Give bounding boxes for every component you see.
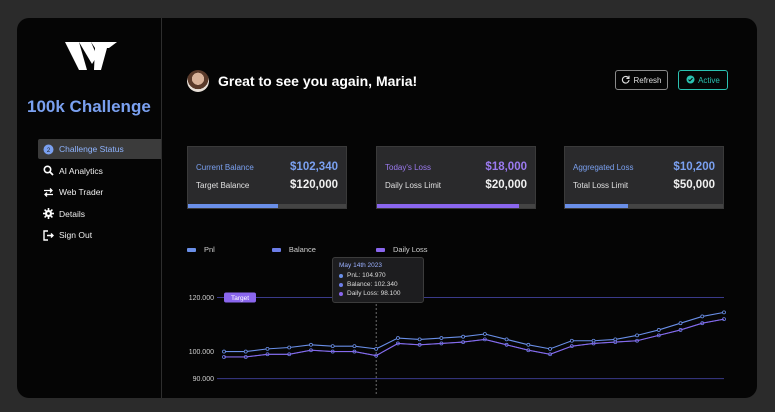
card-label: Total Loss Limit	[573, 180, 629, 190]
target-badge	[224, 292, 256, 303]
legend-label: Balance	[288, 245, 316, 254]
gear-icon	[42, 208, 54, 220]
tooltip-title: May 14th 2023	[339, 262, 383, 269]
data-point	[482, 332, 487, 336]
y-tick-label: 120.000	[189, 295, 214, 302]
status-icon: 2	[42, 143, 54, 155]
tooltip-daily-loss: Daily Loss: 98.100	[347, 290, 401, 297]
data-point	[526, 342, 531, 347]
brand-logo	[65, 42, 117, 75]
sidebar-nav: 2 Challenge Status AI Analytics Web Trad…	[38, 139, 161, 247]
data-point	[287, 345, 292, 350]
card-value: $18,000	[485, 161, 527, 173]
challenge-title: 100k Challenge	[27, 97, 151, 116]
sidebar-item-ai-analytics[interactable]: AI Analytics	[38, 161, 161, 181]
legend-item-daily-loss[interactable]: Daily Loss	[375, 245, 428, 254]
series-line-daily-loss	[224, 318, 725, 358]
data-point	[265, 346, 270, 351]
progress-fill	[188, 204, 279, 208]
data-point	[635, 333, 639, 338]
refresh-label: Refresh	[633, 75, 662, 85]
tooltip-dot	[339, 291, 343, 296]
card-value: $50,000	[673, 179, 715, 191]
sign-out-icon	[42, 229, 54, 241]
sidebar-item-challenge-status[interactable]: 2 Challenge Status	[38, 139, 161, 159]
chart-tooltip: May 14th 2023 PnL: 104.970 Balance: 102.…	[332, 257, 424, 303]
legend-label: Daily Loss	[392, 245, 428, 254]
data-point	[222, 349, 226, 354]
current-balance-card: Current Balance $102,340 Target Balance $1…	[187, 146, 347, 209]
data-point	[417, 337, 422, 342]
sidebar: 100k Challenge 2 Challenge Status AI Ana…	[17, 18, 162, 398]
legend-item-balance[interactable]: Balance	[271, 245, 316, 254]
tooltip-dot	[339, 273, 343, 278]
avatar	[187, 70, 209, 92]
todays-loss-card: Today's Loss $18,000 Daily Loss Limit $20,…	[376, 146, 536, 209]
legend-label: Pnl	[204, 245, 215, 254]
progress-fill	[377, 204, 520, 208]
data-point	[569, 338, 574, 343]
card-label: Target Balance	[196, 180, 250, 190]
y-tick-label: 100.000	[189, 349, 214, 356]
app-window: 100k Challenge 2 Challenge Status AI Ana…	[17, 18, 757, 398]
swap-icon	[42, 186, 54, 198]
data-point	[722, 310, 726, 315]
legend-swatch	[187, 247, 196, 252]
refresh-button[interactable]: Refresh	[615, 70, 668, 90]
progress-bar	[565, 204, 723, 208]
tooltip-pnl: PnL: 104.970	[347, 272, 386, 279]
data-point	[461, 334, 466, 339]
sidebar-item-label: Sign Out	[59, 230, 93, 241]
target-label: Target	[231, 295, 249, 302]
legend-swatch	[375, 247, 385, 252]
sidebar-item-sign-out[interactable]: Sign Out	[38, 225, 161, 245]
progress-bar	[377, 204, 535, 208]
progress-bar	[188, 204, 346, 208]
card-value: $102,340	[290, 161, 338, 173]
check-circle-icon	[686, 75, 695, 86]
sidebar-item-label: AI Analytics	[59, 165, 103, 176]
data-point	[330, 344, 335, 349]
data-point	[243, 349, 248, 354]
data-point	[439, 336, 444, 340]
card-value: $20,000	[485, 179, 527, 191]
data-point	[309, 342, 313, 347]
active-label: Active	[698, 75, 720, 85]
aggregated-loss-card: Aggregated Loss $10,200 Total Loss Limit $…	[564, 146, 724, 209]
legend-swatch	[271, 247, 281, 252]
card-value: $120,000	[290, 179, 338, 191]
card-value: $10,200	[673, 161, 715, 173]
data-point	[656, 328, 661, 332]
refresh-icon	[621, 75, 631, 86]
progress-fill	[565, 204, 629, 208]
data-point	[396, 336, 400, 340]
legend-item-pnl[interactable]: Pnl	[187, 245, 215, 254]
sidebar-item-label: Challenge Status	[59, 144, 124, 154]
card-label: Aggregated Loss	[573, 162, 634, 172]
sidebar-item-web-trader[interactable]: Web Trader	[38, 182, 161, 202]
data-point	[700, 314, 705, 319]
svg-text:2: 2	[46, 147, 50, 153]
sidebar-item-label: Web Trader	[59, 187, 104, 198]
active-status-button[interactable]: Active	[678, 70, 728, 90]
data-point	[678, 321, 683, 326]
search-icon	[42, 165, 54, 177]
card-label: Current Balance	[196, 162, 254, 172]
data-point	[352, 344, 357, 349]
sidebar-item-details[interactable]: Details	[38, 204, 161, 224]
series-line-pnl	[224, 311, 725, 353]
main-content: Great to see you again, Maria! Refresh A…	[162, 18, 757, 398]
tooltip-balance: Balance: 102.340	[347, 281, 398, 288]
data-point	[548, 346, 552, 351]
y-tick-label: 90.000	[193, 376, 215, 383]
pnl-line-chart[interactable]: 120.000 100.000 90.000 Target	[162, 254, 757, 398]
page-title: Great to see you again, Maria!	[218, 73, 418, 89]
card-label: Daily Loss Limit	[385, 180, 442, 190]
data-point	[504, 337, 509, 342]
tooltip-dot	[339, 282, 343, 287]
data-point	[374, 346, 379, 351]
sidebar-item-label: Details	[59, 208, 85, 219]
card-label: Today's Loss	[385, 162, 431, 172]
chart-legend: Pnl Balance Daily Loss	[187, 245, 448, 254]
